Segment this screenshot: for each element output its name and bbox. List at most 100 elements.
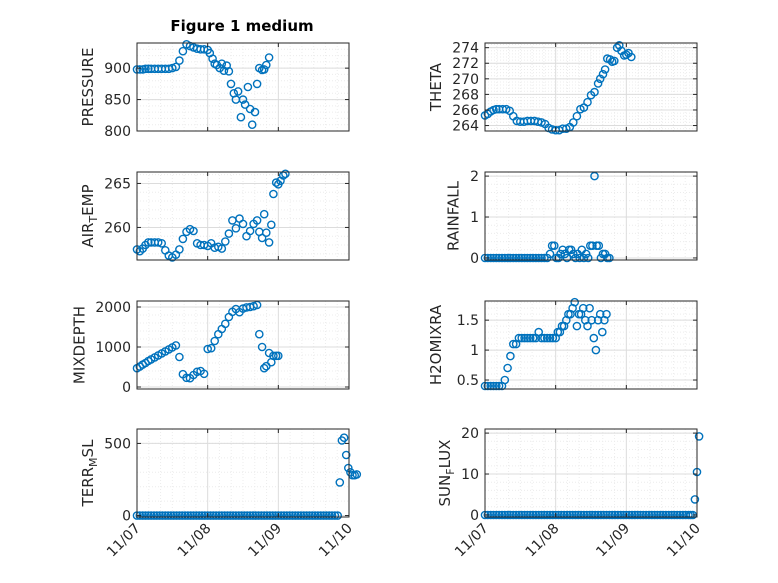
data-point — [525, 253, 535, 263]
data-point — [503, 510, 512, 520]
plot-area — [485, 429, 697, 517]
data-point — [141, 511, 150, 520]
data-point — [572, 321, 582, 331]
data-point — [248, 511, 258, 520]
data-point — [572, 111, 582, 121]
data-point — [135, 511, 145, 520]
data-point — [491, 253, 501, 263]
data-point — [226, 79, 236, 89]
data-point — [562, 253, 572, 263]
data-point — [622, 510, 631, 520]
data-point — [494, 510, 504, 520]
data-point — [639, 510, 648, 520]
data-point — [224, 229, 234, 238]
data-point — [206, 343, 216, 353]
data-point — [486, 381, 496, 391]
data-point — [186, 511, 195, 520]
data-point — [554, 253, 563, 263]
data-point — [254, 329, 264, 339]
data-point — [182, 373, 191, 383]
data-point — [598, 327, 607, 337]
data-point — [534, 510, 544, 520]
data-point — [250, 107, 260, 117]
data-point — [569, 249, 578, 259]
data-point — [135, 65, 145, 74]
data-point — [605, 55, 615, 64]
y-tick-label: 274 — [452, 41, 479, 57]
data-point — [503, 253, 512, 263]
data-point — [605, 253, 614, 263]
axes-box — [484, 300, 698, 390]
axes-box — [136, 300, 350, 390]
data-point — [203, 344, 212, 354]
data-point — [503, 363, 512, 373]
data-point — [143, 238, 153, 247]
y-tick-label: 264 — [452, 119, 479, 135]
data-point — [569, 118, 578, 127]
data-point — [177, 511, 187, 520]
data-point — [157, 238, 166, 248]
data-series-h2omixra — [480, 297, 611, 391]
data-point — [571, 510, 580, 520]
y-tick-label: 270 — [452, 72, 479, 88]
data-point — [489, 253, 498, 263]
data-point — [343, 463, 353, 473]
data-point — [224, 67, 234, 76]
data-point — [189, 226, 198, 236]
data-point — [171, 341, 181, 350]
data-point — [167, 63, 177, 73]
axes-box — [136, 428, 350, 518]
data-point — [653, 510, 662, 520]
data-point — [206, 511, 215, 520]
y-tick-label: 500 — [104, 436, 131, 452]
data-point — [508, 510, 518, 520]
data-point — [257, 511, 266, 520]
y-tick-label: 900 — [104, 61, 131, 77]
data-point — [554, 510, 563, 520]
plot-area — [137, 429, 349, 517]
data-point — [644, 510, 654, 520]
data-point — [483, 381, 493, 391]
data-point — [279, 511, 289, 520]
data-point — [556, 249, 565, 259]
data-point — [247, 120, 257, 129]
data-point — [548, 510, 558, 520]
data-point — [282, 511, 292, 520]
data-point — [305, 511, 314, 520]
y-tick-label: 0.5 — [457, 373, 479, 389]
y-tick-label: 10 — [461, 467, 479, 483]
data-point — [269, 189, 278, 199]
data-point — [264, 348, 274, 358]
data-point — [491, 104, 501, 114]
data-point — [335, 478, 345, 487]
data-point — [545, 333, 555, 343]
data-point — [231, 223, 241, 233]
data-point — [517, 253, 527, 263]
data-point — [562, 510, 572, 520]
data-point — [200, 511, 210, 520]
data-point — [494, 253, 504, 263]
y-tick-label: 1.5 — [457, 313, 479, 329]
data-point — [237, 511, 246, 520]
data-point — [146, 511, 156, 520]
data-point — [262, 511, 272, 520]
data-point — [633, 510, 642, 520]
data-point — [523, 253, 532, 263]
data-point — [514, 510, 524, 520]
data-point — [694, 432, 704, 441]
data-point — [537, 333, 546, 343]
data-point — [217, 244, 227, 253]
data-point — [500, 253, 510, 263]
data-point — [540, 253, 549, 263]
data-point — [545, 249, 555, 259]
data-point — [568, 510, 577, 520]
data-point — [525, 333, 535, 343]
data-point — [514, 253, 524, 263]
data-point — [579, 253, 589, 263]
data-point — [172, 511, 181, 520]
data-point — [557, 510, 566, 520]
data-point — [197, 511, 207, 520]
data-point — [523, 510, 532, 520]
data-point — [517, 333, 527, 343]
data-point — [271, 178, 281, 187]
